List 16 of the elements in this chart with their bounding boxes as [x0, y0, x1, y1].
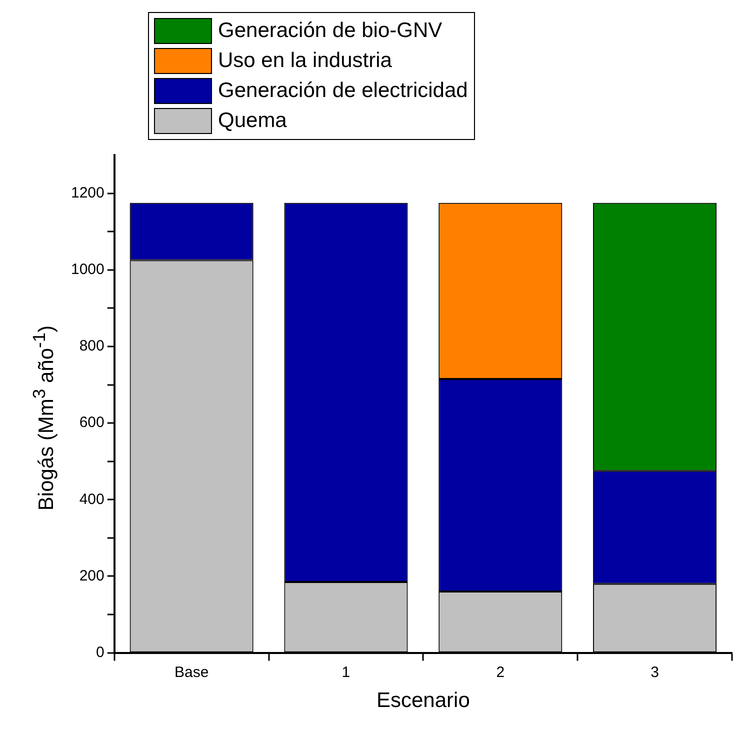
- y-tick-label: 200: [79, 567, 104, 584]
- y-tick-label: 400: [79, 490, 104, 508]
- legend-label: Generación de electricidad: [218, 79, 468, 103]
- legend-label: Quema: [218, 109, 287, 133]
- x-tick-label: 3: [650, 664, 659, 681]
- x-tick-label: 1: [342, 664, 350, 681]
- x-tick-label: 2: [496, 664, 505, 681]
- x-axis-title: Escenario: [376, 689, 470, 712]
- y-tick-label: 600: [79, 414, 104, 432]
- y-tick-label: 800: [79, 338, 104, 355]
- y-tick-label: 1200: [70, 184, 104, 202]
- y-tick-label: 0: [96, 644, 104, 661]
- legend-label: Uso en la industria: [218, 49, 392, 73]
- x-tick-label: Base: [174, 664, 209, 681]
- y-tick-label: 1000: [70, 261, 104, 278]
- legend-label: Generación de bio-GNV: [218, 19, 442, 43]
